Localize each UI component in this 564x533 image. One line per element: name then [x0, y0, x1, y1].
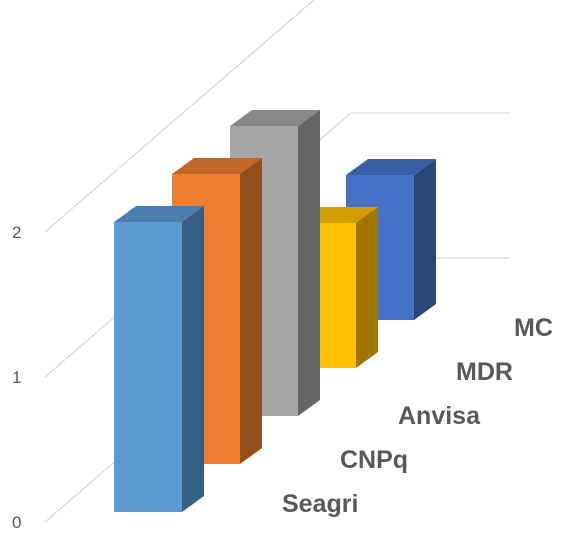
- bar-seagri: [114, 206, 204, 512]
- bar-side-mdr: [356, 207, 378, 368]
- category-label-mdr: MDR: [456, 358, 513, 386]
- y-tick-label-0: 0: [12, 513, 21, 532]
- bar-top-seagri: [114, 206, 204, 222]
- y-tick-label-2: 2: [12, 223, 21, 242]
- y-tick-label-1: 1: [12, 368, 21, 387]
- bar-side-seagri: [182, 206, 204, 512]
- bar-side-anvisa: [298, 110, 320, 416]
- category-label-mc: MC: [514, 314, 553, 342]
- gridline-2: [44, 0, 315, 233]
- category-label-anvisa: Anvisa: [398, 402, 481, 430]
- y-axis-ticks: 0 1 2: [12, 223, 21, 532]
- bar-top-mc: [346, 159, 436, 175]
- category-label-seagri: Seagri: [282, 490, 358, 518]
- bar-side-cnpq: [240, 158, 262, 464]
- bars: [114, 110, 436, 512]
- bar-top-cnpq: [172, 158, 262, 174]
- bar-top-anvisa: [230, 110, 320, 126]
- bar-front-seagri: [114, 222, 182, 512]
- category-label-cnpq: CNPq: [340, 446, 408, 474]
- bar-side-mc: [414, 159, 436, 320]
